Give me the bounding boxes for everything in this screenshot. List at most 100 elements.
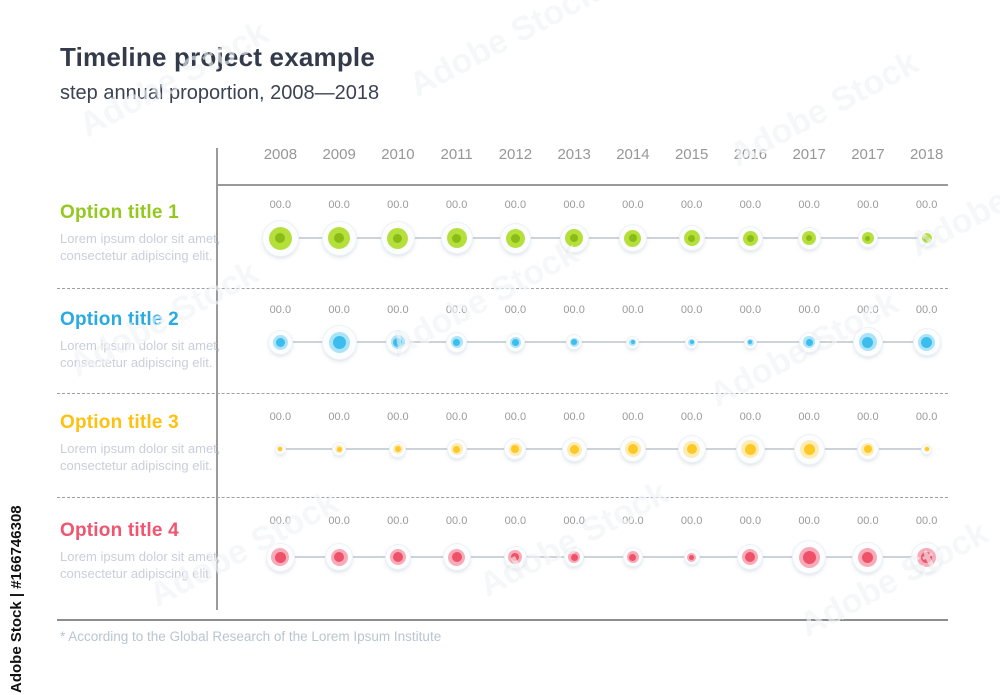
dot-core bbox=[924, 447, 929, 451]
value-label: 00.0 bbox=[622, 199, 644, 211]
dot-ring bbox=[741, 440, 760, 458]
timeline-dot bbox=[799, 332, 819, 352]
dot-core bbox=[862, 551, 874, 563]
dot-core bbox=[629, 553, 637, 561]
footer-note: * According to the Global Research of th… bbox=[60, 629, 442, 644]
timeline-row: Option title 4 Lorem ipsum dolor sit amet… bbox=[0, 498, 1000, 608]
dot-core bbox=[278, 447, 283, 451]
dot-core bbox=[627, 444, 638, 454]
dot-core bbox=[511, 338, 519, 346]
dot-core bbox=[802, 550, 816, 564]
dot-core bbox=[571, 339, 578, 345]
dot-ring bbox=[335, 445, 344, 453]
timeline-dot bbox=[858, 229, 877, 247]
option-title: Option title 3 bbox=[60, 412, 179, 433]
value-labels-row: 00.0 00.0 00.0 00.0 00.0 00.0 00.0 00.0 00.0 00.0… bbox=[251, 515, 956, 527]
timeline-dot bbox=[798, 227, 820, 249]
row-head: Option title 3 Lorem ipsum dolor sit amet… bbox=[60, 412, 245, 474]
timeline-dot bbox=[322, 325, 356, 359]
option-description: Lorem ipsum dolor sit amet, consectetur a… bbox=[60, 441, 245, 474]
timeline-row: Option title 2 Lorem ipsum dolor sit amet… bbox=[0, 289, 1000, 394]
value-label: 00.0 bbox=[563, 199, 585, 211]
dot-ring bbox=[568, 551, 581, 563]
dot-ring bbox=[448, 548, 466, 566]
dot-ring bbox=[328, 331, 350, 353]
dot-ring bbox=[509, 336, 521, 348]
dot-ring bbox=[271, 548, 290, 566]
description-line: Lorem ipsum dolor sit amet, bbox=[60, 231, 221, 246]
dot-core bbox=[569, 444, 579, 454]
dot-ring bbox=[450, 336, 463, 348]
timeline-dot bbox=[738, 545, 763, 569]
dot-core bbox=[863, 445, 872, 453]
timeline-dot bbox=[853, 328, 882, 356]
description-line: consectetur adipiscing elit. bbox=[60, 247, 213, 263]
option-description: Lorem ipsum dolor sit amet, consectetur a… bbox=[60, 231, 245, 264]
value-label: 00.0 bbox=[445, 515, 468, 527]
timeline-rows: Option title 1 Lorem ipsum dolor sit amet… bbox=[0, 190, 1000, 608]
timeline-connector-line bbox=[280, 556, 927, 558]
value-label: 00.0 bbox=[739, 199, 762, 211]
row-separator bbox=[57, 393, 948, 394]
value-label: 00.0 bbox=[798, 411, 820, 423]
timeline-dot bbox=[738, 226, 762, 250]
timeline-dot bbox=[567, 335, 582, 349]
year-header-underline bbox=[217, 184, 948, 186]
diagonal-watermark-text: Adobe Stock bbox=[73, 13, 275, 145]
dot-ring bbox=[387, 227, 409, 249]
dot-core bbox=[921, 551, 933, 563]
timeline-dot bbox=[736, 435, 764, 463]
dot-core bbox=[921, 336, 933, 348]
value-label: 00.0 bbox=[269, 411, 292, 423]
dot-ring bbox=[272, 334, 288, 350]
value-label: 00.0 bbox=[387, 304, 409, 316]
timeline-dot bbox=[390, 441, 406, 457]
timeline-connector-line bbox=[280, 341, 927, 343]
dot-core bbox=[689, 340, 694, 344]
dot-ring bbox=[629, 338, 637, 346]
value-label: 00.0 bbox=[857, 515, 879, 527]
timeline-dot bbox=[504, 546, 526, 568]
dot-core bbox=[392, 552, 403, 562]
value-label: 00.0 bbox=[915, 304, 938, 316]
dot-ring bbox=[505, 228, 525, 248]
timeline-dot bbox=[322, 221, 356, 255]
dot-ring bbox=[858, 333, 877, 351]
dot-ring bbox=[390, 335, 405, 349]
dot-ring bbox=[687, 552, 697, 562]
value-label: 00.0 bbox=[445, 304, 468, 316]
dot-core bbox=[451, 552, 462, 562]
option-title: Option title 2 bbox=[60, 309, 179, 330]
value-label: 00.0 bbox=[915, 411, 938, 423]
timeline-dot bbox=[794, 434, 824, 464]
year-header-row: 2008 2009 2010 2011 2012 2013 2014 2015 2016 2017… bbox=[251, 146, 956, 163]
value-label: 00.0 bbox=[739, 411, 762, 423]
timeline-dot bbox=[627, 336, 639, 348]
value-label: 00.0 bbox=[269, 199, 292, 211]
timeline-dot bbox=[326, 544, 353, 570]
dot-ring bbox=[917, 547, 937, 567]
value-label: 00.0 bbox=[739, 304, 762, 316]
timeline-dot bbox=[912, 542, 942, 572]
year-label: 2011 bbox=[440, 146, 473, 163]
timeline-dot bbox=[505, 439, 526, 459]
timeline-connector-line bbox=[280, 237, 927, 239]
dot-core bbox=[394, 446, 401, 452]
row-head: Option title 4 Lorem ipsum dolor sit amet… bbox=[60, 520, 245, 582]
year-label: 2014 bbox=[616, 146, 650, 163]
dot-ring bbox=[858, 547, 878, 567]
dot-ring bbox=[450, 443, 463, 455]
value-label: 00.0 bbox=[739, 515, 762, 527]
description-line: consectetur adipiscing elit. bbox=[60, 565, 213, 581]
dot-core bbox=[510, 233, 520, 243]
dot-ring bbox=[742, 230, 758, 246]
timeline-dot bbox=[381, 222, 414, 254]
dot-core bbox=[275, 337, 285, 347]
option-title: Option title 4 bbox=[60, 520, 179, 541]
value-label: 00.0 bbox=[328, 515, 350, 527]
timeline-dot bbox=[266, 543, 294, 571]
value-label: 00.0 bbox=[269, 515, 292, 527]
timeline-connector-line bbox=[280, 448, 927, 450]
dot-ring bbox=[803, 336, 816, 348]
value-label: 00.0 bbox=[445, 199, 468, 211]
